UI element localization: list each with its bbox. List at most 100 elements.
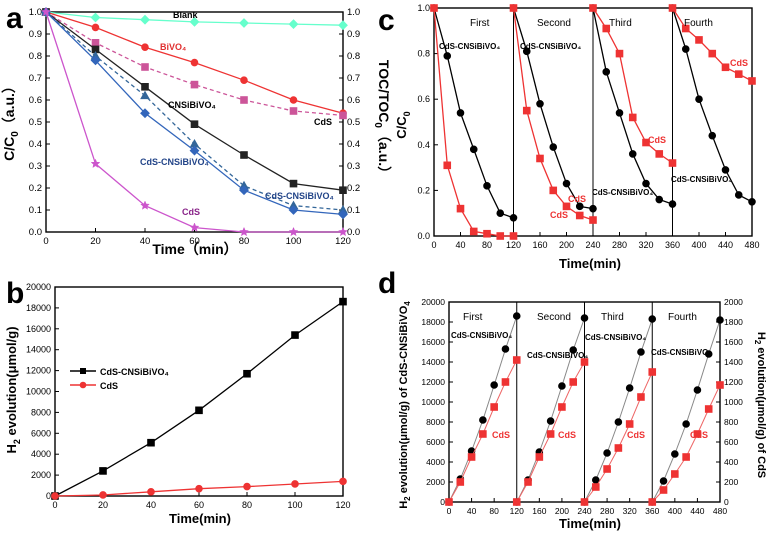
y-tick-label: 0.2 <box>417 185 430 195</box>
y-tick-label: 10000 <box>26 387 51 397</box>
panel-label-b: b <box>6 277 24 310</box>
y-tick-right-label: 200 <box>724 477 738 487</box>
data-point-1-1 <box>91 23 100 32</box>
data-point-1-2-5 <box>655 150 664 158</box>
y-tick-right-label: 1.0 <box>347 7 360 18</box>
series-line-0-cycle-2 <box>584 318 653 503</box>
x-tick-label: 200 <box>555 506 569 516</box>
data-point-2-6 <box>339 111 347 120</box>
x-tick-label: 160 <box>532 240 547 250</box>
data-point-6-4 <box>239 226 249 237</box>
y-tick-label: 0.0 <box>29 227 42 238</box>
data-point-1-1-6 <box>589 216 597 224</box>
panel-a-xlabel: Time（min） <box>152 241 237 257</box>
data-point-1-1 <box>99 491 107 499</box>
x-tick-label: 200 <box>559 240 574 250</box>
panel-b-legend: CdS-CNSiBiVO₄ CdS <box>70 367 169 391</box>
x-tick-label: 320 <box>623 506 637 516</box>
panel-d-ann-cns-2: CdS-CNSiBiVO₄ <box>527 351 588 360</box>
data-point-0-3-5 <box>704 350 713 358</box>
panel-c-ann-cds-2b: CdS <box>568 194 586 204</box>
panel-c-xlabel: Time(min) <box>559 256 621 271</box>
data-point-1-1-0 <box>509 4 518 12</box>
data-point-6-6 <box>338 226 348 237</box>
data-point-1-1-5 <box>575 211 584 220</box>
data-point-1-1-5 <box>569 378 578 386</box>
x-tick-label: 80 <box>482 240 492 250</box>
data-point-1-1-4 <box>562 202 571 211</box>
panel-d-ylabel-right: H2 evolution(μmol/g) of CdS <box>753 332 767 478</box>
x-tick-label: 440 <box>718 240 733 250</box>
y-tick-label: 0.5 <box>29 117 42 128</box>
y-tick-label: 20000 <box>26 282 51 292</box>
panel-label-a: a <box>6 2 23 35</box>
data-point-1-2-6 <box>648 368 657 376</box>
y-tick-right-label: 0.0 <box>347 227 360 238</box>
data-point-5-1 <box>90 55 101 66</box>
data-point-0-6 <box>338 20 348 31</box>
data-point-1-0-5 <box>496 232 505 240</box>
y-tick-right-label: 1400 <box>724 357 743 367</box>
data-point-1-2-0 <box>589 4 597 12</box>
data-point-1-3-6 <box>716 381 724 389</box>
panel-a-label-cds: CdS <box>182 207 200 217</box>
data-point-1-0 <box>51 492 59 500</box>
data-point-0-3-6 <box>716 316 724 324</box>
panel-c-ann-cns-4: CdS-CNSiBiVO₄ <box>671 175 732 184</box>
data-point-3-6 <box>339 186 347 194</box>
data-point-1-2-2 <box>615 49 624 58</box>
series-line-0-cycle-3 <box>671 7 753 203</box>
data-point-0-2-6 <box>668 200 677 208</box>
data-point-1-2-3 <box>614 444 623 452</box>
x-tick-label: 100 <box>287 500 302 510</box>
data-point-1-6 <box>339 477 347 486</box>
data-point-1-1-2 <box>535 453 544 461</box>
data-point-0-1-2 <box>536 99 544 108</box>
data-point-1-0-2 <box>467 453 476 461</box>
series-line-0-cycle-0 <box>448 315 518 503</box>
data-point-0-1-1 <box>522 47 531 56</box>
x-tick-label: 100 <box>286 236 302 247</box>
data-point-1-2-1 <box>591 483 600 491</box>
y-tick-label: 1.0 <box>417 3 430 13</box>
y-tick-right-label: 800 <box>724 417 738 427</box>
data-point-0-3-4 <box>721 166 730 174</box>
y-tick-right-label: 0.3 <box>347 161 360 172</box>
data-point-2-2 <box>141 63 149 71</box>
series-line-0-cycle-1 <box>516 317 585 503</box>
y-tick-label: 0.4 <box>417 140 430 150</box>
y-tick-label: 0.8 <box>29 51 42 62</box>
data-point-1-1-1 <box>522 106 531 115</box>
data-point-6-3 <box>189 222 200 232</box>
data-point-6-2 <box>140 200 150 210</box>
data-point-0-1-5 <box>569 346 578 354</box>
data-point-0-1-6 <box>589 204 597 213</box>
y-tick-label: 16000 <box>421 337 445 347</box>
data-point-0-0-4 <box>490 381 498 389</box>
data-point-2-4 <box>240 96 248 104</box>
data-point-0-3-3 <box>708 131 717 140</box>
data-point-0-5 <box>291 331 299 339</box>
data-point-1-2-2 <box>603 465 611 473</box>
data-point-0-2-4 <box>642 179 650 188</box>
data-point-0-2-3 <box>628 150 637 158</box>
data-point-0-3-1 <box>659 477 668 485</box>
y-tick-right-label: 1200 <box>724 377 743 387</box>
y-tick-label: 18000 <box>421 317 445 327</box>
data-point-1-2-3 <box>628 113 637 122</box>
data-point-0-2-3 <box>614 418 623 426</box>
x-tick-label: 80 <box>242 500 252 510</box>
x-tick-label: 120 <box>506 240 521 250</box>
data-point-1-1-0 <box>512 498 521 506</box>
data-point-3-2 <box>141 83 149 91</box>
y-tick-label: 10000 <box>421 397 445 407</box>
x-tick-label: 120 <box>510 506 524 516</box>
panel-d-ann-cns-3: CdS-CNSiBiVO₄ <box>585 333 646 342</box>
y-tick-label: 18000 <box>26 303 51 313</box>
panel-c-ann-cds-3: CdS <box>648 135 666 145</box>
panel-c-chart: 0 40 80 120 160 200 240 280 320 360 400 440 480 0.0 0.… <box>417 3 759 250</box>
x-tick-label: 480 <box>744 240 759 250</box>
y-tick-right-label: 0.7 <box>347 73 360 84</box>
data-point-0-1-4 <box>562 179 571 188</box>
panel-label-c: c <box>378 4 395 37</box>
